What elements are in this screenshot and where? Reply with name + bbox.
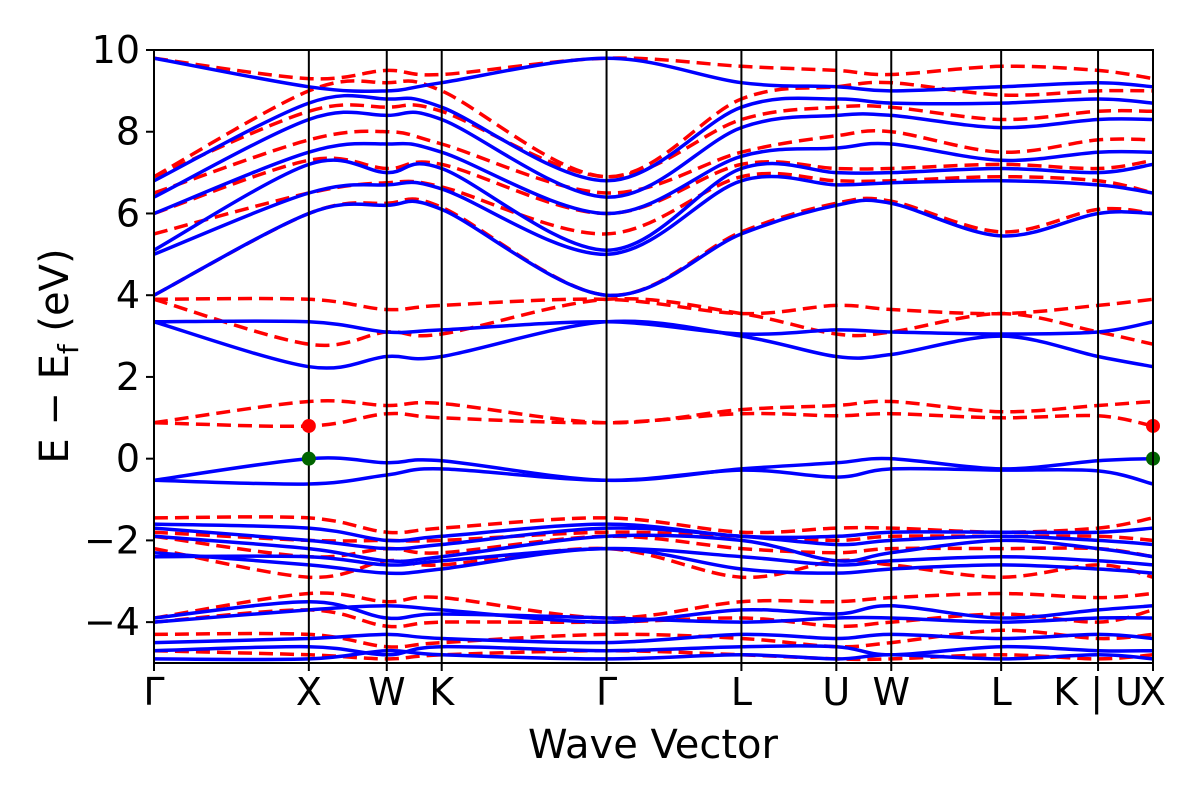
- spin-down-band-17: [154, 79, 1153, 179]
- x-tick-label: U: [822, 670, 850, 714]
- x-tick-label: Γ: [596, 670, 617, 714]
- x-tick-label: W: [872, 670, 910, 714]
- vbm-marker-0: [301, 451, 316, 466]
- y-axis-label-subscript: f: [52, 343, 85, 354]
- x-tick-label: K: [429, 670, 455, 714]
- spin-up-band-5: [154, 546, 1153, 567]
- spin-up-band-13: [154, 319, 1153, 336]
- spin-up-band-9: [154, 522, 1153, 543]
- x-tick-label: K | U: [1053, 670, 1143, 715]
- x-tick-label: Γ: [143, 670, 164, 714]
- spin-down-band-12: [154, 196, 1153, 297]
- spin-down-band-2: [154, 608, 1153, 629]
- y-tick-label: 4: [116, 273, 140, 317]
- spin-down-band-3: [154, 591, 1153, 620]
- spin-up-band-1: [154, 644, 1153, 657]
- spin-down-band-0: [154, 648, 1153, 662]
- y-axis-label-unit: (eV): [32, 248, 78, 344]
- spin-down-band-8: [154, 411, 1153, 429]
- spin-up-band-10: [154, 466, 1153, 486]
- y-axis-label-main: E − E: [32, 354, 78, 464]
- x-tick-label: L: [731, 670, 752, 714]
- bands-layer: [154, 56, 1153, 662]
- spin-down-band-9: [154, 399, 1153, 425]
- spin-up-band-20: [154, 56, 1153, 94]
- y-tick-label: 8: [116, 110, 140, 154]
- spin-up-band-4: [154, 599, 1153, 624]
- x-tick-label: L: [991, 670, 1012, 714]
- cbm-marker-2: [301, 418, 316, 433]
- y-tick-label: 6: [116, 191, 140, 235]
- x-tick-label: X: [1140, 670, 1166, 714]
- x-tick-label: X: [296, 670, 322, 714]
- plot-frame: [153, 49, 1154, 664]
- spin-down-band-11: [154, 296, 1153, 316]
- y-tick-label: −2: [84, 518, 140, 562]
- spin-up-band-14: [154, 198, 1153, 297]
- spin-up-band-2: [154, 632, 1153, 645]
- spin-up-band-0: [154, 648, 1153, 662]
- y-tick-label: 10: [92, 28, 140, 72]
- spin-down-band-15: [154, 128, 1153, 195]
- x-tick-label: W: [368, 670, 406, 714]
- y-axis-ticks: −4 −2 0 2 4 6 8 10: [84, 28, 154, 644]
- spin-up-band-7: [154, 533, 1153, 564]
- spin-down-band-5: [154, 534, 1153, 559]
- spin-down-band-7: [154, 515, 1153, 535]
- spin-down-band-18: [154, 56, 1153, 81]
- spin-up-band-17: [154, 141, 1153, 216]
- x-axis-label: Wave Vector: [528, 722, 779, 768]
- y-tick-label: −4: [84, 600, 140, 644]
- y-axis-label: E − Ef (eV): [32, 248, 85, 463]
- y-tick-label: 2: [116, 355, 140, 399]
- spin-up-band-6: [154, 546, 1153, 576]
- spin-up-band-11: [154, 456, 1153, 483]
- kpoint-lines: [307, 50, 1100, 663]
- y-tick-label: 0: [116, 437, 140, 481]
